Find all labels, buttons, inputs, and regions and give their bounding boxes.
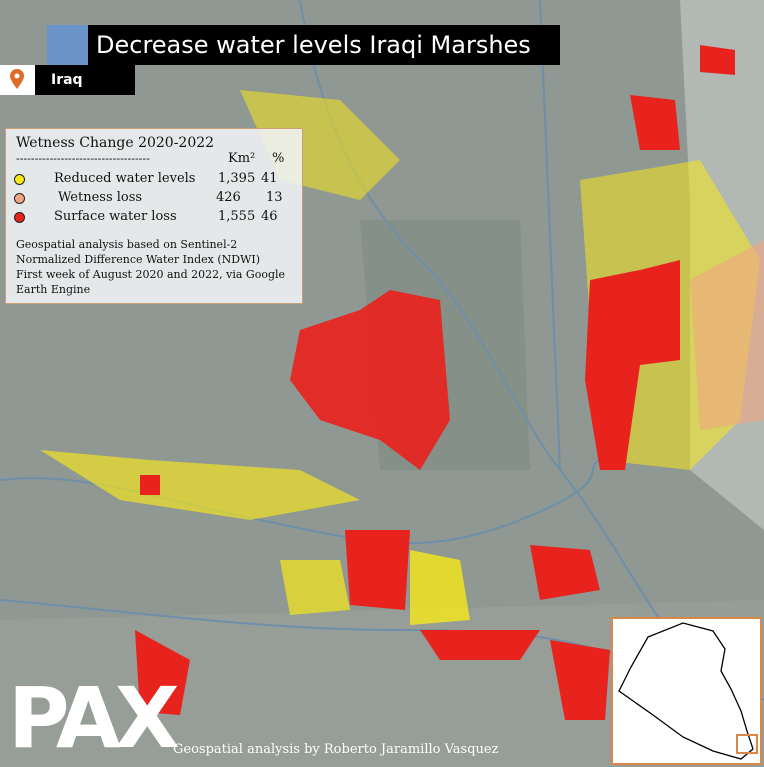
map-feature [345,530,410,610]
inset-map [611,617,762,765]
legend-label: Reduced water levels [54,171,196,186]
location-pin [0,65,35,95]
column-header: Km² [228,151,256,166]
map-feature [40,450,360,520]
map-feature [420,630,540,660]
legend-note: Normalized Difference Water Index (NDWI) [16,253,261,266]
legend-percent: 46 [261,209,278,224]
map-feature [585,260,680,470]
legend-title: Wetness Change 2020-2022 [16,135,215,151]
map-feature [630,95,680,150]
pin-icon [10,69,24,89]
legend-percent: 41 [261,171,278,186]
legend-row: Wetness loss 426 13 [6,190,304,208]
legend-swatch [14,212,25,223]
legend-row: Surface water loss 1,555 46 [6,209,304,227]
location-label: Iraq [35,65,135,95]
iraq-outline [618,622,754,760]
legend-label: Surface water loss [54,209,177,224]
legend: Wetness Change 2020-2022 ---------------… [5,128,303,304]
map-feature [700,45,735,75]
map-feature [140,475,160,495]
legend-km2: 1,555 [218,209,256,224]
map-feature [690,240,764,430]
pin-shape [10,69,24,89]
legend-km2: 1,395 [218,171,256,186]
legend-note: First week of August 2020 and 2022, via … [16,268,286,281]
map-feature [410,550,470,625]
legend-row: Reduced water levels 1,395 41 [6,171,304,189]
legend-note: Geospatial analysis based on Sentinel-2 [16,238,238,251]
map-feature [135,630,190,715]
title-icon [47,25,88,65]
map-feature [0,599,641,661]
map-feature [550,640,610,720]
study-area [736,734,758,754]
logo: PAX [8,669,180,767]
map-title: Decrease water levels Iraqi Marshes [88,25,560,65]
legend-swatch [14,174,25,185]
column-header: % [272,151,285,166]
legend-note: Earth Engine [16,283,91,296]
inset-svg [618,622,758,760]
map-feature [0,600,764,767]
map-feature [280,560,350,615]
legend-separator: ------------------------------------ [16,152,150,165]
pin-dot [14,73,20,79]
map-feature [290,290,450,470]
legend-swatch [14,193,25,204]
legend-percent: 13 [266,190,283,205]
legend-label: Wetness loss [58,190,143,205]
legend-km2: 426 [216,190,241,205]
credit: Geospatial analysis by Roberto Jaramillo… [173,742,499,757]
map-feature [530,545,600,600]
